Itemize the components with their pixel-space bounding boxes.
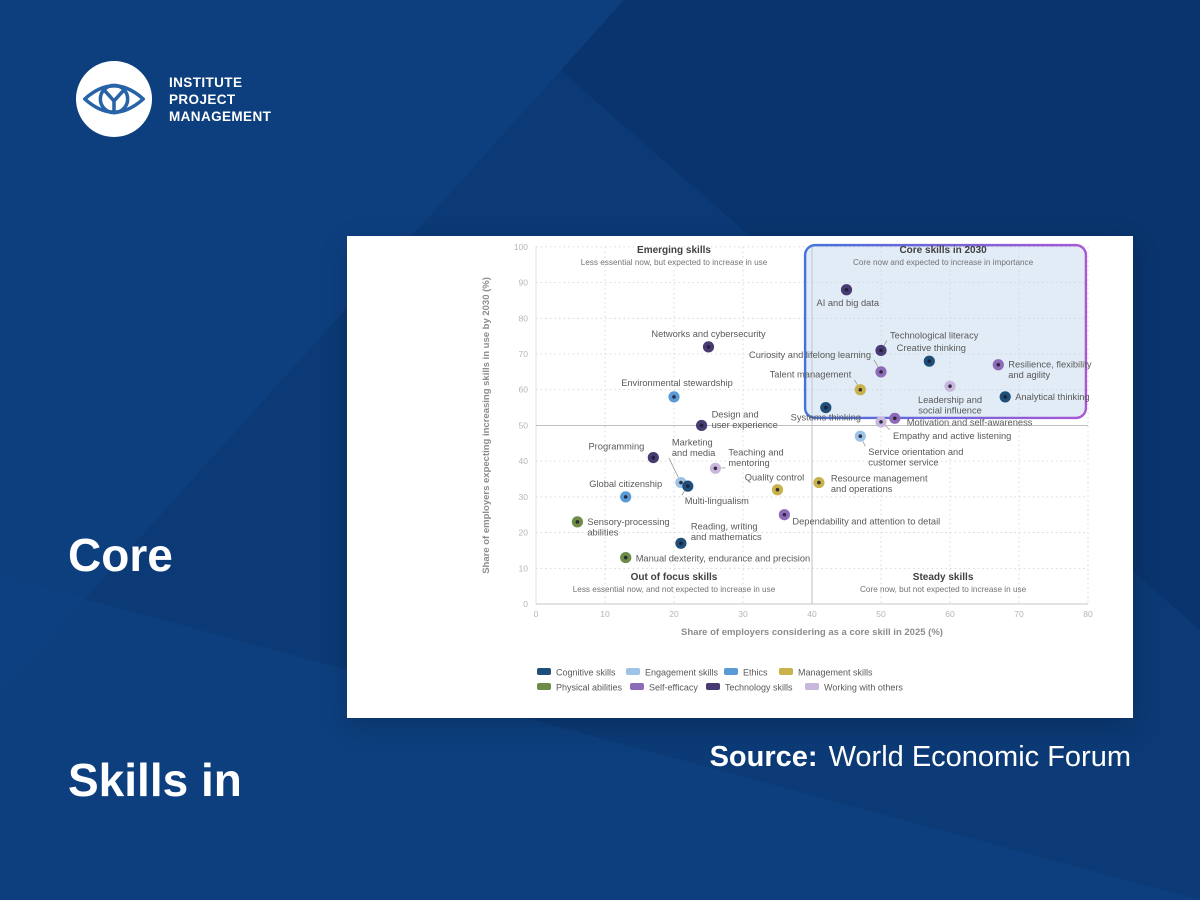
svg-text:Creative thinking: Creative thinking [897,343,966,353]
svg-text:Motivation and self-awareness: Motivation and self-awareness [907,417,1033,427]
svg-text:Networks and cybersecurity: Networks and cybersecurity [651,329,766,339]
svg-text:Analytical thinking: Analytical thinking [1015,392,1089,402]
svg-text:30: 30 [738,609,748,619]
svg-text:50: 50 [519,420,529,430]
svg-text:100: 100 [514,242,528,252]
svg-text:Global citizenship: Global citizenship [589,479,662,489]
source-label: Source: [709,741,818,773]
svg-text:Multi-lingualism: Multi-lingualism [685,496,749,506]
svg-text:Less essential now, but expect: Less essential now, but expected to incr… [581,258,768,267]
svg-text:Core skills in 2030: Core skills in 2030 [899,245,987,256]
svg-text:80: 80 [1083,609,1093,619]
svg-text:90: 90 [519,278,529,288]
core-skills-scatter-plot: 0 10 20 30 40 50 60 70 80 90 100 0 10 20 30 40 50 60 70 80 S… [481,242,1093,693]
svg-text:Ethics: Ethics [743,668,768,678]
svg-text:20: 20 [519,528,529,538]
svg-text:Share of employers considering: Share of employers considering as a core… [681,627,943,638]
logo-line-2: PROJECT [169,91,236,107]
logo-line-3: MANAGEMENT [169,108,272,124]
svg-text:40: 40 [519,456,529,466]
svg-text:0: 0 [523,599,528,609]
svg-text:Technology skills: Technology skills [725,683,793,693]
eye-logo-icon [75,60,153,138]
title-line-1: Core [68,529,173,581]
svg-text:Working with others: Working with others [824,683,903,693]
svg-text:Programming: Programming [588,442,644,452]
ipm-logo: INSTITUTE PROJECT MANAGEMENT [75,60,271,138]
svg-text:AI and big data: AI and big data [817,298,880,308]
svg-text:Engagement skills: Engagement skills [645,668,719,678]
logo-line-1: INSTITUTE [169,74,243,90]
title-line-2: Skills in [68,754,242,806]
svg-text:Cognitive skills: Cognitive skills [556,668,616,678]
svg-text:Dependability and attention to: Dependability and attention to detail [792,517,940,527]
svg-text:Emerging skills: Emerging skills [637,245,711,256]
svg-text:Environmental stewardship: Environmental stewardship [621,378,733,388]
slide-title: Core Skills in 2030 [68,368,242,900]
svg-text:Talent management: Talent management [770,370,852,380]
svg-text:Share of employers expecting i: Share of employers expecting increasing … [481,277,492,574]
svg-text:Core now, but not expected to: Core now, but not expected to increase i… [860,585,1027,594]
svg-text:Quality control: Quality control [745,473,804,483]
chart-panel: 0 10 20 30 40 50 60 70 80 90 100 0 10 20 30 40 50 60 70 80 S… [347,236,1133,718]
svg-text:20: 20 [669,609,679,619]
svg-text:40: 40 [807,609,817,619]
logo-wordmark: INSTITUTE PROJECT MANAGEMENT [169,74,271,125]
svg-text:Technological literacy: Technological literacy [890,330,979,340]
svg-text:60: 60 [519,385,529,395]
svg-text:Out of focus skills: Out of focus skills [631,572,718,583]
svg-text:70: 70 [1014,609,1024,619]
svg-text:Manual dexterity, endurance an: Manual dexterity, endurance and precisio… [636,554,811,564]
svg-text:Physical abilities: Physical abilities [556,683,623,693]
svg-text:Steady skills: Steady skills [913,572,974,583]
svg-text:Systems thinking: Systems thinking [791,413,861,423]
svg-text:60: 60 [945,609,955,619]
svg-text:80: 80 [519,313,529,323]
svg-text:70: 70 [519,349,529,359]
svg-text:30: 30 [519,492,529,502]
svg-text:Self-efficacy: Self-efficacy [649,683,698,693]
source-value: World Economic Forum [828,741,1131,773]
svg-text:Less essential now, and not ex: Less essential now, and not expected to … [573,585,776,594]
svg-text:Management skills: Management skills [798,668,873,678]
svg-text:Empathy and active listening: Empathy and active listening [893,431,1011,441]
svg-text:Core now and expected to incre: Core now and expected to increase in imp… [853,258,1034,267]
source-line: Source: World Economic Forum [710,741,1131,774]
svg-text:10: 10 [600,609,610,619]
svg-text:50: 50 [876,609,886,619]
svg-text:Curiosity and lifelong learnin: Curiosity and lifelong learning [749,350,871,360]
svg-text:0: 0 [534,609,539,619]
svg-text:10: 10 [519,563,529,573]
